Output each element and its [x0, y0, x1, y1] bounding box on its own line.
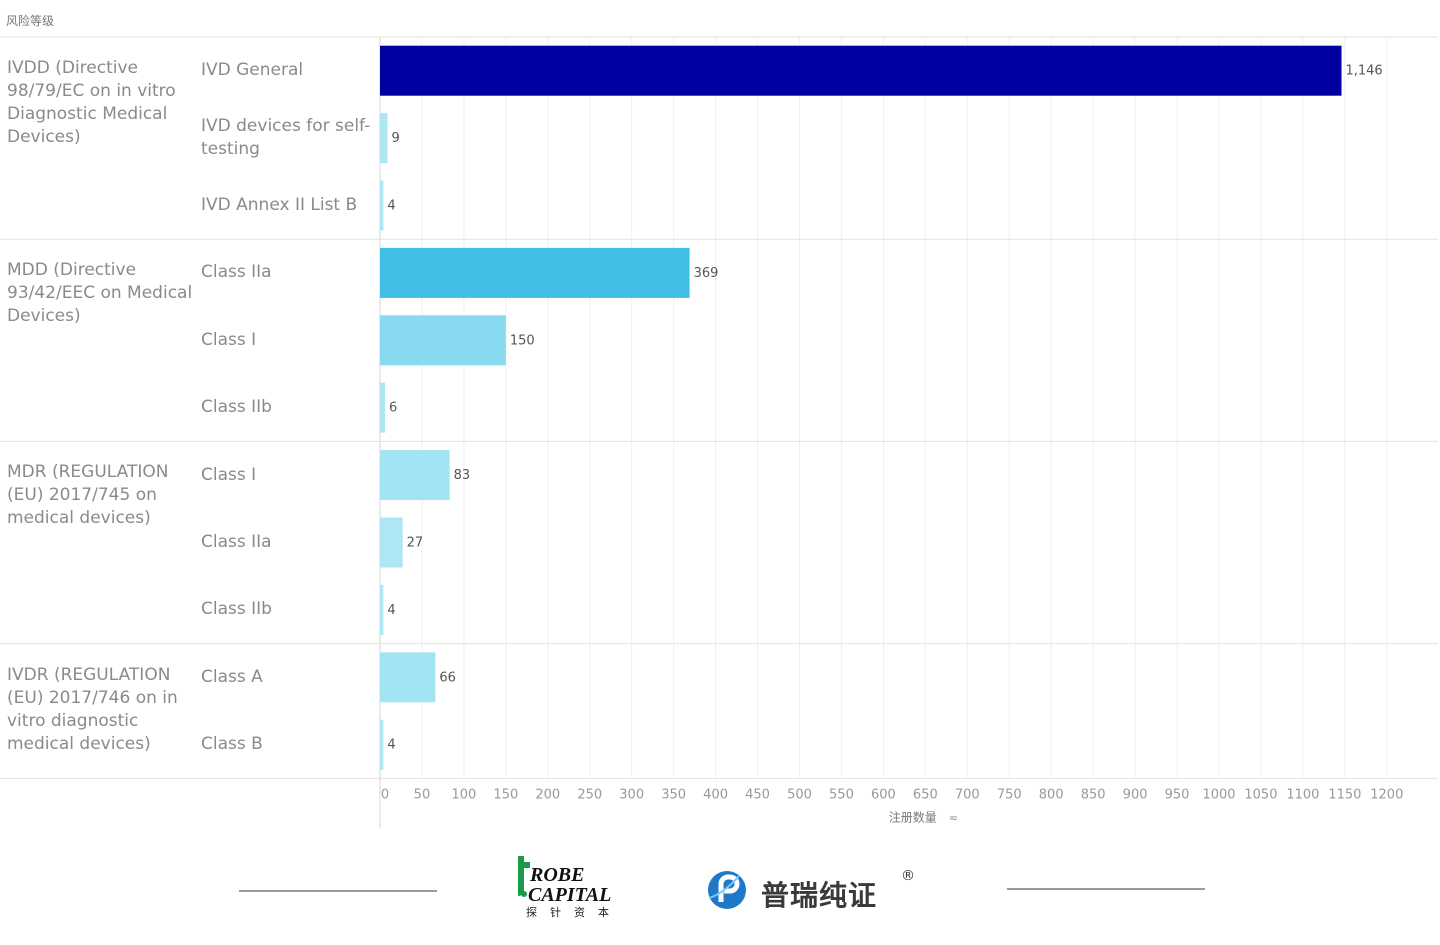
bar-ivd-annex-ii-list-b: [380, 180, 384, 231]
x-tick-label: 450: [745, 787, 770, 802]
category-label: Class IIb: [201, 599, 272, 620]
footer-left-rule: [239, 890, 437, 892]
x-tick-label: 600: [871, 787, 896, 802]
category-label: Class I: [201, 464, 257, 485]
bar-class-iia: [380, 247, 690, 298]
probe-capital-logo: ROBE CAPITAL 探针资本: [512, 854, 622, 924]
probe-logo-word-2: CAPITAL: [528, 884, 612, 906]
bar-value-label: 150: [510, 333, 535, 348]
probe-logo-word-1: ROBE: [530, 864, 585, 886]
x-tick-label: 100: [451, 787, 476, 802]
x-tick-label: 0: [381, 787, 389, 802]
x-tick-label: 1200: [1370, 787, 1403, 802]
x-tick-label: 950: [1165, 787, 1190, 802]
bar-value-label: 1,146: [1345, 64, 1382, 79]
bar-class-i: [380, 450, 450, 501]
bar-value-label: 4: [387, 199, 395, 214]
x-tick-label: 900: [1123, 787, 1148, 802]
bar-class-a: [380, 652, 436, 703]
bar-chart: 1,146 9 4 369 150 6 83 27 4 66 4 0 50 100 150 200 250 300…: [0, 36, 1438, 828]
purui-logo-mark: [708, 871, 746, 909]
x-tick-label: 700: [955, 787, 980, 802]
x-tick-label: 200: [535, 787, 560, 802]
category-label: Class IIa: [201, 532, 272, 552]
x-tick-label: 400: [703, 787, 728, 802]
bar-ivd-general: [380, 45, 1342, 96]
x-tick-label: 1100: [1286, 787, 1319, 802]
probe-logo-mark: [518, 856, 530, 897]
bar-value-label: 4: [387, 738, 395, 753]
x-tick-label: 50: [414, 787, 431, 802]
footer: [0, 830, 1440, 945]
footer-right-rule: [1007, 888, 1205, 890]
bar-ivd-devices-for-self-testing: [380, 113, 388, 164]
category-label: IVD General: [201, 60, 304, 81]
category-label: IVD devices for self-testing: [201, 116, 371, 160]
bar-class-b: [380, 719, 384, 770]
x-tick-label: 1000: [1202, 787, 1235, 802]
bar-value-label: 6: [389, 401, 397, 416]
x-tick-label: 850: [1081, 787, 1106, 802]
category-label: IVD Annex II List B: [201, 195, 358, 215]
x-axis-title: 注册数量: [889, 809, 937, 824]
group-label: IVDD (Directive 98/79/EC on in vitro Dia…: [7, 58, 176, 147]
x-tick-label: 300: [619, 787, 644, 802]
bar-value-label: 83: [454, 468, 471, 483]
bar-class-i: [380, 315, 506, 366]
bar-value-label: 369: [694, 266, 719, 281]
category-label: Class A: [201, 666, 263, 687]
x-tick-label: 250: [577, 787, 602, 802]
x-tick-label: 500: [787, 787, 812, 802]
group-label: MDR (REGULATION (EU) 2017/745 on medical…: [7, 462, 169, 529]
group-label: MDD (Directive 93/42/EEC on Medical Devi…: [7, 260, 193, 327]
group-label: IVDR (REGULATION (EU) 2017/746 on in vit…: [7, 664, 178, 754]
bar-value-label: 66: [439, 670, 456, 685]
category-label: Class IIb: [201, 397, 272, 418]
category-label: Class IIa: [201, 262, 272, 283]
category-label: Class I: [201, 329, 257, 350]
bar-value-label: 4: [387, 603, 395, 618]
x-tick-label: 1150: [1328, 787, 1361, 802]
x-tick-label: 150: [493, 787, 518, 802]
bar-class-iia: [380, 517, 403, 568]
bar-class-iib: [380, 382, 386, 433]
chart-corner-title: 风险等级: [6, 14, 55, 28]
x-tick-label: 1050: [1244, 787, 1277, 802]
x-tick-label: 800: [1039, 787, 1064, 802]
sort-icon: ≂: [949, 811, 958, 824]
bar-class-iib: [380, 584, 384, 635]
x-tick-label: 350: [661, 787, 686, 802]
purui-logo-text: 普瑞纯证: [761, 879, 878, 912]
x-tick-label: 750: [997, 787, 1022, 802]
purui-logo: 普瑞纯证 ®: [705, 866, 935, 916]
purui-registered-mark: ®: [901, 868, 915, 884]
probe-logo-chinese: 探针资本: [526, 906, 622, 919]
x-tick-label: 550: [829, 787, 854, 802]
category-label: Class B: [201, 734, 263, 755]
x-tick-label: 650: [913, 787, 938, 802]
bar-value-label: 9: [392, 131, 400, 146]
bar-value-label: 27: [407, 536, 424, 551]
